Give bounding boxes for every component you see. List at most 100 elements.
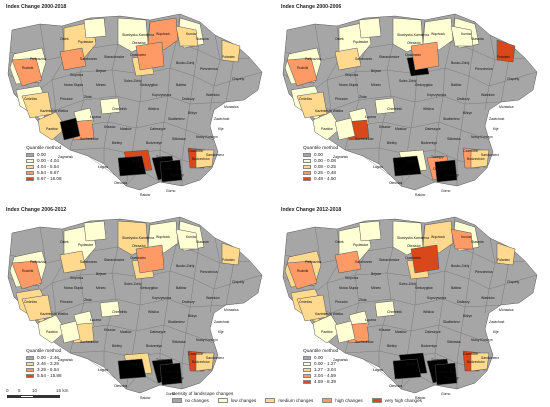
place-label: Waśniów — [481, 93, 495, 97]
place-label: Kliszów — [379, 125, 391, 129]
place-label: Dwikozy — [457, 300, 470, 304]
place-label: Bliżyn — [188, 111, 197, 115]
map-panel-2012-2018: Index Change 2012-2018 Rudniki Pęcławice S… — [275, 203, 550, 406]
place-label: Sandomierz — [206, 356, 224, 360]
place-label: Raków — [415, 193, 426, 197]
place-label: Oleśnica — [389, 384, 402, 388]
place-label: Tuczępy — [156, 155, 169, 159]
municipality-Bliżyn — [286, 260, 318, 290]
municipality-Starachowice — [450, 25, 474, 47]
place-label: Czarnocin — [463, 149, 478, 153]
legend-row: 0.00 — [303, 355, 338, 361]
place-label: Złota — [359, 95, 367, 99]
place-label: Masłów — [395, 330, 407, 334]
legend-swatch — [303, 158, 311, 164]
place-label: Łagów — [98, 368, 109, 372]
place-label: Sandomierz — [206, 153, 224, 157]
place-label: Złota — [84, 298, 92, 302]
place-label: Busko-Zdrój — [176, 61, 195, 65]
legend-swatch — [303, 367, 311, 373]
place-label: Bliżyn — [463, 111, 472, 115]
legend-header: Quantile method — [303, 146, 339, 151]
place-label: Skalbmierz — [443, 320, 460, 324]
place-label: Pęcławice — [78, 243, 93, 247]
municipality-Wąchock — [422, 220, 454, 254]
place-label: Kiełczygłów — [415, 83, 433, 87]
place-label: Waśniów — [206, 93, 220, 97]
place-label: Zagnańsk — [58, 358, 73, 362]
density-label: very high changes — [384, 398, 422, 403]
municipality-Nowa Słupia — [496, 242, 516, 266]
place-label: Obrazów — [132, 41, 146, 45]
municipality-Wąchock — [147, 220, 179, 254]
municipality-Bliżyn — [11, 260, 43, 290]
legend-label: 3.04 - 4.59 — [314, 373, 336, 378]
place-label: Bejsce — [96, 69, 106, 73]
place-label: Chmielnik — [387, 107, 402, 111]
place-label: Raków — [415, 396, 426, 400]
place-label: Osiek — [335, 240, 344, 244]
municipality-Bałtów — [374, 97, 396, 115]
place-label: Raków — [140, 193, 151, 197]
place-label: Nowy Korczyn — [196, 338, 218, 342]
place-label: Masłów — [120, 330, 132, 334]
municipality-Bałtów — [99, 97, 121, 115]
legend-row: 5.54 - 15.88 — [26, 373, 62, 379]
place-label: Daleszyce — [425, 127, 441, 131]
place-label: Oleśnica — [389, 181, 402, 185]
place-label: Bejsce — [371, 69, 381, 73]
place-label: Czarnocin — [188, 352, 203, 356]
place-label: Pawłów — [46, 127, 58, 131]
place-label: Zawichost — [214, 320, 229, 324]
place-label: Samborzec — [355, 260, 372, 264]
place-label: Bodzentyn — [146, 141, 162, 145]
place-label: Obrazów — [407, 244, 421, 248]
place-label: Skalbmierz — [168, 117, 185, 121]
legend-row: 8.67 - 16.08 — [26, 176, 62, 182]
legend-label: 4.59 - 8.39 — [314, 379, 336, 384]
legend-swatch — [26, 373, 34, 379]
map-svg: Rudniki Pęcławice Skarżysko-Kamienna Wąchoc… — [7, 216, 263, 400]
density-label: high changes — [335, 398, 363, 403]
legend-label: 0.00 - 0.08 — [314, 158, 336, 163]
place-label: Ćmielów — [24, 299, 38, 304]
legend-swatch — [303, 152, 311, 158]
municipality-Zagnańsk — [470, 352, 490, 372]
place-label: Obrazów — [132, 244, 146, 248]
place-label: Piekoszów — [30, 260, 47, 264]
place-label: Bieliny — [387, 344, 397, 348]
place-label: Koprzywnica — [427, 296, 446, 300]
place-label: Suchedniów — [80, 137, 99, 141]
legend-label: 0.00 - 2.46 — [37, 355, 59, 360]
place-label: Kazimierza Wielka — [40, 109, 68, 113]
place-label: Rytwiany — [170, 376, 184, 380]
place-label: Górno — [441, 392, 451, 396]
legend-label: 0.25 - 0.48 — [314, 170, 336, 175]
map-panel-2006-2012: Index Change 2006-2012 Rudniki Pęcławice S… — [0, 203, 275, 406]
place-label: Kije — [218, 330, 224, 334]
place-label: Kije — [493, 330, 499, 334]
place-label: Mirzec — [371, 286, 381, 290]
place-label: Pawłów — [321, 330, 333, 334]
legend-label: 4.04 - 5.54 — [37, 164, 59, 169]
place-label: Bieliny — [387, 141, 397, 145]
place-label: Chęciny — [232, 280, 245, 284]
place-label: Sandomierz — [481, 356, 499, 360]
place-label: Nowa Słupia — [339, 286, 358, 290]
density-label: low changes — [230, 398, 257, 403]
legend-row: 2.46 - 3.29 — [26, 361, 62, 367]
place-label: Tuczępy — [431, 358, 444, 362]
place-label: Piekoszów — [305, 260, 322, 264]
place-label: Łączna — [365, 318, 376, 322]
place-label: Rudniki — [22, 269, 34, 273]
place-label: Oleśnica — [114, 181, 127, 185]
place-label: Chęciny — [507, 77, 520, 81]
place-label: Pęcławice — [353, 243, 368, 247]
place-label: Brody — [132, 362, 141, 366]
panel-title: Index Change 2000-2006 — [281, 4, 342, 10]
place-label: Solec-Zdrój — [124, 79, 142, 83]
municipality-Daleszyce — [358, 220, 382, 242]
place-label: Koprzywnica — [427, 93, 446, 97]
place-label: Zagnańsk — [333, 358, 348, 362]
municipality-Bieliny — [434, 159, 458, 183]
